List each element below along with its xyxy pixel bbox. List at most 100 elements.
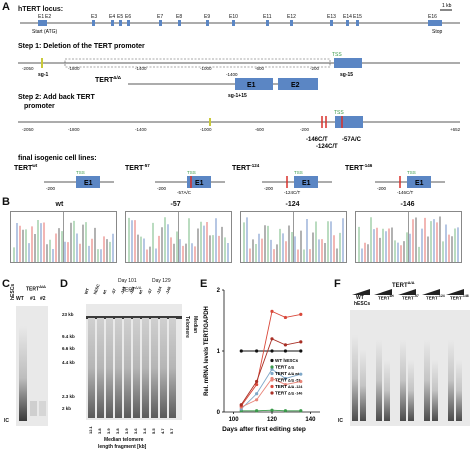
dilution-triangle [352, 289, 370, 295]
step2-title-2: promoter [24, 103, 55, 110]
panel-c-ic: IC [4, 418, 9, 424]
y-tick-label: 0 [217, 410, 221, 416]
size-marker: 9.4 kb [62, 334, 75, 339]
median-value: 3.8 [115, 428, 120, 434]
exon-label: E6 [125, 14, 131, 20]
tert-dd-e2: E2 [291, 82, 300, 89]
cell-line-name: TERT [125, 165, 144, 172]
y-tick-label: 2 [217, 288, 221, 294]
gel-lane [39, 401, 46, 416]
size-marker: 2 kb [62, 406, 72, 411]
gel-lane [115, 318, 122, 418]
data-point [299, 379, 303, 384]
cell-line-name: TERT [14, 165, 33, 172]
gel-lane [376, 340, 382, 421]
data-point [270, 309, 274, 313]
tert-dd-label: TERTΔ/Δ [95, 75, 122, 84]
cell-line-e1: E1 [195, 180, 204, 187]
tert-dd-e2-box [278, 78, 318, 90]
chromatogram [10, 211, 117, 263]
scale-bar-label: 1 kb [442, 3, 452, 9]
stop-label: Stop [432, 29, 443, 35]
panel-f-group-sup: -124 [437, 294, 445, 298]
step2-ticks: -2050 -1800 -1400 -1000 -600 -200 +652 [22, 127, 461, 132]
gel-lane-label: -124 [119, 285, 127, 295]
chromatogram [125, 211, 232, 263]
step2-tss: TSS [334, 110, 344, 116]
gel-lane [400, 340, 406, 421]
size-marker: 4.4 kb [62, 360, 75, 365]
median-value: 12.1 [88, 426, 93, 434]
exon-label: E7 [157, 14, 163, 20]
legend-name: TERT [275, 365, 287, 370]
exon-label: E4 [109, 14, 115, 20]
chromatogram [240, 211, 347, 263]
legend-name: WT hESCs [275, 358, 299, 363]
dilution-triangle [398, 289, 416, 295]
gel-lane-label: -124 [155, 285, 163, 295]
step2-title: Step 2: Add back TERT [18, 94, 95, 101]
mut-124-label: -124C/T [316, 144, 338, 150]
x-tick-label: 100 [229, 417, 240, 423]
mut-146-label: -146C/T [306, 137, 328, 143]
panel-f-ic: IC [338, 418, 343, 424]
step1-ticks: -2050 -1800 -1400 -1000 -600 -200 [22, 66, 320, 71]
gel-lane [352, 335, 358, 421]
exon-label: E2 [45, 14, 51, 20]
exon-label: E12 [287, 14, 296, 20]
panel-c-wt: WT [16, 296, 24, 302]
exon-label: E14 [343, 14, 352, 20]
tick-label: -600 [255, 127, 265, 132]
gel-lane [456, 360, 462, 421]
legend-name: TERT [275, 391, 287, 396]
cell-line-name: TERT [232, 165, 251, 172]
data-point [299, 372, 303, 376]
cell-line-mutation-label: -124C/T [284, 190, 301, 195]
panel-d-gel-bands [86, 316, 182, 418]
gel-lane [384, 360, 390, 421]
tick-label: -1000 [200, 127, 212, 132]
cell-line-tick: -200 [264, 186, 274, 191]
exon-label: E3 [91, 14, 97, 20]
chromatogram-trace [128, 212, 229, 262]
gel-lane [169, 318, 176, 418]
data-point [283, 382, 288, 387]
gel-lane-label: -57 [110, 287, 117, 295]
tick-label: -1000 [200, 66, 212, 71]
panel-f-group-label: TERT-146 [450, 294, 469, 301]
median-value: 3.8 [97, 428, 102, 434]
length-label: length fragment [kb] [98, 444, 147, 450]
median-value: 3.4 [142, 428, 147, 434]
legend-entry: TERT Δ/Δ -57 [275, 378, 300, 383]
exon-box [356, 20, 359, 26]
cell-line-tss: TSS [407, 170, 416, 175]
panel-c-gel [16, 306, 48, 426]
legend-entry: TERT Δ/Δ wt [275, 371, 300, 376]
chromatogram-trace [358, 212, 459, 262]
gel-lane [88, 318, 95, 418]
panel-f-tert: TERTΔ/Δ [392, 280, 415, 289]
cell-line-tick: -200 [157, 186, 167, 191]
data-point [299, 409, 303, 413]
exon-box [428, 20, 442, 26]
median-value: 4.7 [160, 428, 165, 434]
panel-f-group-name: TERT [426, 295, 438, 301]
chromatogram-trace [243, 212, 344, 262]
median-value: 3.9 [124, 428, 129, 434]
chromatogram-title: -124 [285, 201, 300, 208]
exon-box [38, 20, 47, 26]
exon-label: E13 [327, 14, 336, 20]
cell-line-mutation-label: -146C/T [397, 190, 414, 195]
gel-lane-label: -146 [128, 285, 136, 295]
tert-dd-sup: Δ/Δ [113, 75, 121, 80]
legend-name: TERT [275, 384, 287, 389]
gel-lane-label: wt [137, 289, 144, 295]
cell-line-label: TERT-146 [345, 163, 373, 172]
data-point [283, 409, 288, 413]
panel-f-group-name: TERT [378, 295, 390, 301]
exon-boxes [38, 20, 442, 26]
panel-label-b: B [2, 196, 10, 208]
day101-label: Day 101 [118, 278, 137, 284]
cell-line-label: TERT-57 [125, 163, 150, 172]
panel-f-tert-sup: Δ/Δ [407, 280, 415, 285]
